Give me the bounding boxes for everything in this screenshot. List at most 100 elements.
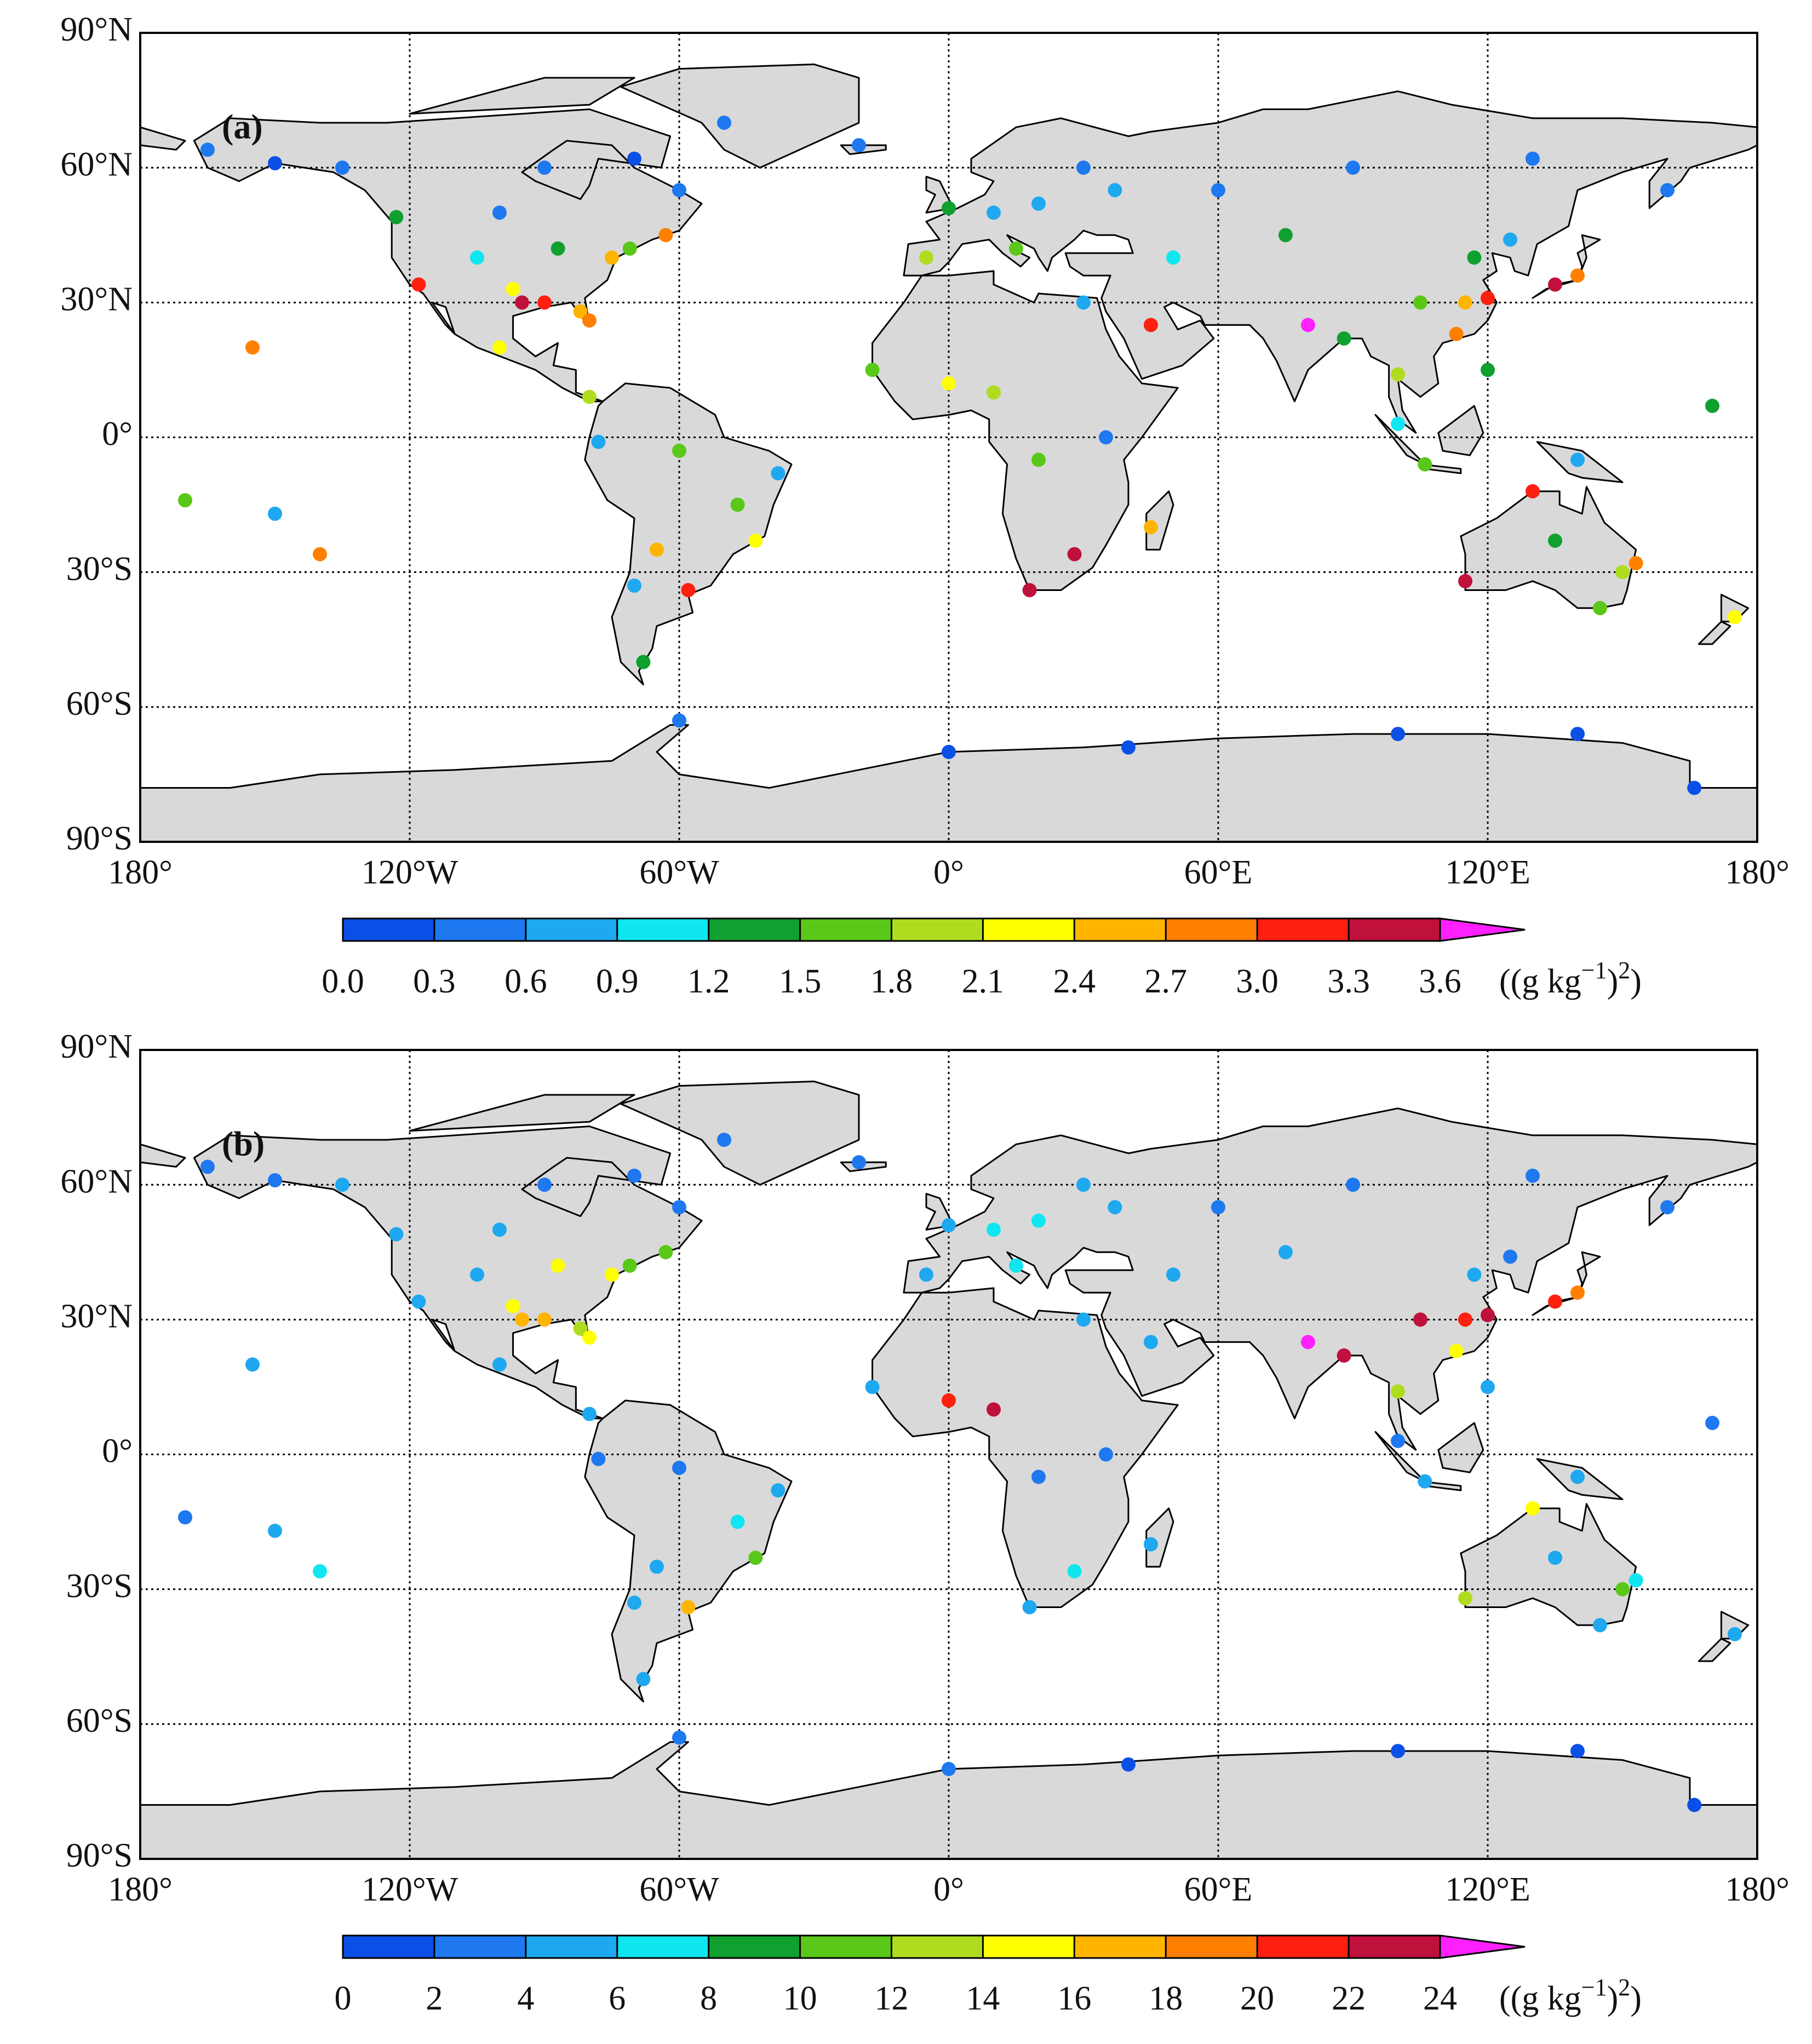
colorbar-label: 3.3 (1327, 963, 1370, 1000)
station (1076, 1312, 1091, 1327)
station (658, 1245, 673, 1260)
colorbar-label: 14 (966, 1980, 1000, 2017)
y-tick-label: 30°S (66, 550, 133, 588)
station (1144, 1537, 1158, 1552)
station (672, 444, 686, 458)
colorbar-bin (983, 918, 1075, 941)
station (268, 506, 282, 521)
colorbar-label: 0.0 (322, 963, 364, 1000)
map-panel: 180° 120°W 60°W 0° 60°E 120°E 180°90°S60°S30°S… (60, 1028, 1789, 2017)
station (942, 1761, 956, 1776)
station (1458, 1312, 1472, 1327)
units-part: ((g kg (1499, 963, 1581, 1000)
station (942, 201, 956, 216)
station (1009, 241, 1023, 256)
station (672, 183, 686, 198)
station (1144, 1335, 1158, 1350)
map-frame (139, 32, 1758, 843)
station (627, 1595, 641, 1610)
x-tick-label: 180° (1725, 1871, 1790, 1908)
station (1548, 277, 1562, 292)
x-tick-label: 60°E (1184, 854, 1253, 891)
station (681, 1600, 696, 1615)
station (1391, 416, 1405, 431)
colorbar-bin (525, 1936, 617, 1958)
station (245, 340, 260, 355)
station (771, 466, 785, 481)
station (1570, 268, 1585, 283)
colorbar-extend (1439, 1934, 1526, 1959)
x-tick-label: 60°W (639, 1871, 719, 1908)
y-tick-label: 90°N (60, 11, 133, 48)
station (1570, 1285, 1585, 1300)
station (573, 304, 588, 319)
station (1458, 1591, 1472, 1606)
y-tick-label: 90°N (60, 1028, 133, 1065)
y-tick-label: 60°N (60, 146, 133, 183)
station (1449, 326, 1464, 341)
station (1337, 331, 1351, 346)
y-tick-label: 0° (102, 416, 133, 453)
station (650, 1559, 664, 1574)
station (1687, 1798, 1702, 1812)
colorbar-bin (434, 1936, 526, 1958)
station (470, 1267, 484, 1282)
colorbar-label: 0.9 (596, 963, 639, 1000)
station (506, 282, 520, 296)
station (1481, 291, 1495, 306)
x-tick-label: 0° (933, 854, 964, 891)
station (1099, 1447, 1113, 1462)
colorbar-label: 24 (1423, 1980, 1457, 2017)
colorbar-bin (434, 918, 526, 941)
station (582, 389, 597, 404)
colorbar-label: 3.6 (1419, 963, 1461, 1000)
station (852, 138, 866, 153)
station (268, 156, 282, 170)
station (748, 533, 763, 548)
station (200, 142, 215, 157)
station (717, 1133, 731, 1147)
y-tick-label: 60°S (66, 1702, 133, 1739)
station (1570, 452, 1585, 467)
units-part: ) (1630, 1980, 1642, 2017)
station (1628, 556, 1643, 571)
x-tick-label: 120°E (1445, 1871, 1530, 1908)
colorbar-bin (1349, 1936, 1440, 1958)
colorbar-bin (617, 918, 709, 941)
y-tick-label: 60°N (60, 1163, 133, 1200)
station (492, 1357, 507, 1372)
station (650, 542, 664, 557)
colorbar-label: 2.4 (1053, 963, 1096, 1000)
station (1481, 1308, 1495, 1323)
station (389, 1227, 404, 1242)
station (1548, 1551, 1562, 1565)
station (1301, 318, 1315, 332)
station (1615, 565, 1630, 579)
station (1391, 1744, 1405, 1759)
x-tick-label: 180° (1725, 854, 1790, 891)
station (1031, 452, 1046, 467)
colorbar-label: 18 (1149, 1980, 1183, 2017)
station (313, 547, 327, 561)
station (1705, 1416, 1719, 1431)
colorbar-label: 22 (1332, 1980, 1366, 2017)
station (1418, 457, 1432, 472)
station (1022, 1600, 1037, 1615)
station (411, 1294, 426, 1309)
colorbar-label: 10 (783, 1980, 817, 2017)
station (1391, 1433, 1405, 1448)
station (1660, 183, 1675, 198)
station (987, 205, 1001, 220)
colorbar-label: 3.0 (1236, 963, 1278, 1000)
colorbar-label: 20 (1240, 1980, 1274, 2017)
panel-label: (b) (222, 1124, 265, 1163)
station (672, 1461, 686, 1475)
station (1108, 183, 1122, 198)
station (1278, 228, 1293, 243)
station (1144, 520, 1158, 535)
station (389, 210, 404, 225)
station (1458, 295, 1472, 310)
station (178, 1510, 192, 1525)
colorbar-bin (708, 918, 800, 941)
colorbar-label: 2 (426, 1980, 443, 2017)
